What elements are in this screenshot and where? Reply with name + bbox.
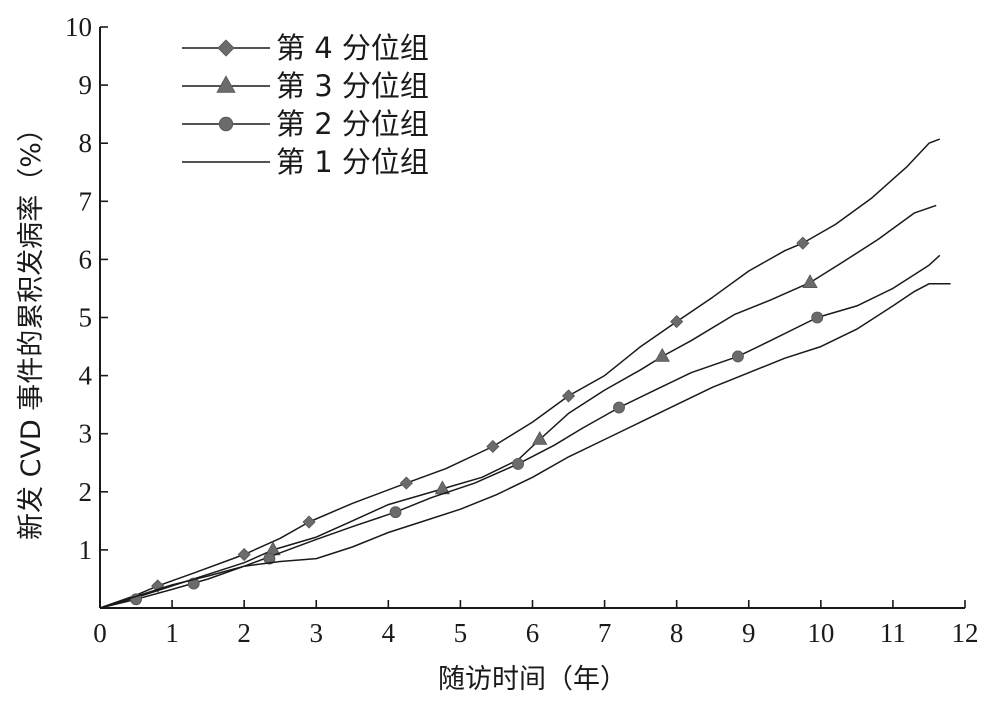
legend-label: 第 2 分位组 <box>276 107 429 141</box>
legend-item: 第 3 分位组 <box>182 69 429 103</box>
x-axis-title: 随访时间（年） <box>438 664 627 695</box>
x-tick-label: 11 <box>880 618 906 648</box>
legend-item: 第 1 分位组 <box>182 145 429 179</box>
legend-label: 第 1 分位组 <box>276 145 429 179</box>
y-tick-label: 9 <box>79 70 93 100</box>
diamond-marker <box>796 236 810 250</box>
triangle-marker <box>216 75 236 93</box>
series-layer <box>99 138 951 609</box>
diamond-marker <box>486 439 500 454</box>
diamond-marker <box>217 39 235 57</box>
x-tick-label: 3 <box>310 618 324 648</box>
diamond-marker <box>399 476 413 490</box>
legend-label: 第 3 分位组 <box>276 69 429 103</box>
x-tick-label: 10 <box>807 618 834 648</box>
series-line <box>99 283 951 609</box>
x-ticks: 0 1 2 3 4 5 6 7 8 9 10 11 12 <box>93 600 979 648</box>
y-tick-label: 3 <box>79 419 93 449</box>
series-2 <box>99 204 937 609</box>
x-tick-label: 12 <box>952 618 979 648</box>
y-tick-label: 1 <box>79 535 93 565</box>
diamond-marker <box>237 547 251 562</box>
axes <box>99 27 965 609</box>
series-1 <box>99 138 941 609</box>
y-tick-label: 2 <box>79 477 93 507</box>
y-tick-label: 4 <box>79 361 93 391</box>
x-tick-label: 0 <box>93 618 107 648</box>
series-4 <box>99 283 951 609</box>
legend-item: 第 4 分位组 <box>182 31 429 65</box>
y-tick-label: 6 <box>79 244 93 274</box>
x-tick-label: 4 <box>382 618 396 648</box>
circle-marker <box>218 116 234 132</box>
circle-marker <box>263 552 276 565</box>
legend-label: 第 4 分位组 <box>276 31 429 65</box>
y-tick-label: 5 <box>79 303 93 333</box>
series-line <box>99 254 941 609</box>
triangle-marker <box>532 430 548 445</box>
triangle-marker <box>802 274 818 288</box>
y-ticks: 1 2 3 4 5 6 7 8 9 10 <box>65 12 108 565</box>
y-axis-title: 新发 CVD 事件的累积发病率（%） <box>16 115 47 540</box>
circle-marker <box>811 311 824 324</box>
x-tick-label: 9 <box>742 618 756 648</box>
series-line <box>99 138 941 609</box>
series-line <box>99 204 937 609</box>
x-tick-label: 1 <box>165 618 179 648</box>
diamond-marker <box>561 389 576 403</box>
y-tick-label: 7 <box>79 186 93 216</box>
circle-marker <box>512 457 525 470</box>
series-3 <box>99 254 941 609</box>
y-tick-label: 8 <box>79 128 93 158</box>
circle-marker <box>613 401 625 414</box>
circle-marker <box>389 506 402 519</box>
diamond-marker <box>302 515 316 529</box>
x-tick-label: 2 <box>237 618 251 648</box>
x-tick-label: 7 <box>598 618 612 648</box>
x-tick-label: 8 <box>670 618 684 648</box>
x-tick-label: 5 <box>454 618 468 648</box>
y-tick-label: 10 <box>65 12 92 42</box>
x-tick-label: 6 <box>526 618 540 648</box>
legend-item: 第 2 分位组 <box>182 107 429 141</box>
circle-marker <box>732 350 744 363</box>
triangle-marker <box>654 347 670 362</box>
diamond-marker <box>670 315 684 329</box>
